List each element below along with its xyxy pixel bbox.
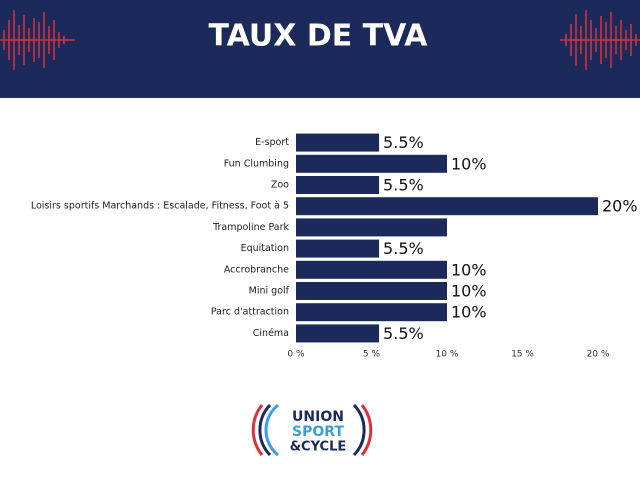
y-tick-label: Zoo [271, 180, 289, 191]
bar [296, 282, 447, 300]
logo-text: UNION [292, 409, 344, 425]
x-tick-label: 15 % [511, 350, 534, 360]
bar [296, 218, 447, 237]
bar [296, 154, 447, 173]
value-label: 5.5% [383, 324, 424, 343]
logo-arcs [251, 403, 373, 457]
x-tick-label: 5 % [363, 350, 381, 360]
chart-title: TAUX DE TVA [208, 19, 428, 54]
wave-right [560, 10, 640, 70]
logo-text: SPORT [292, 424, 344, 440]
value-label: 10% [451, 260, 487, 279]
value-label: 5.5% [383, 133, 424, 152]
x-tick-label: 10 % [436, 350, 459, 360]
wave-left [0, 10, 75, 70]
y-tick-label: Loisirs sportifs Marchands : Escalade, F… [31, 201, 289, 212]
value-label: 10% [451, 282, 487, 301]
y-tick-label: E-sport [255, 137, 289, 148]
x-tick-label: 0 % [287, 350, 305, 360]
header [0, 0, 640, 98]
logo-text: &CYCLE [290, 440, 347, 455]
bar [296, 239, 380, 258]
bar [296, 176, 380, 194]
bar [296, 303, 447, 322]
value-label: 5.5% [383, 239, 424, 258]
y-tick-label: Accrobranche [224, 264, 289, 275]
y-tick-label: Trampoline Park [212, 222, 289, 233]
bar [296, 197, 598, 216]
value-label: 5.5% [383, 176, 424, 195]
y-tick-label: Cinéma [253, 328, 289, 339]
y-tick-label: Fun Clumbing [224, 158, 289, 169]
bar [296, 133, 380, 152]
x-tick-label: 20 % [587, 350, 610, 360]
value-label: 10% [451, 154, 487, 173]
y-tick-label: Parc d'attraction [211, 307, 289, 318]
value-label: 20% [602, 197, 638, 216]
bar [296, 324, 380, 343]
value-label: 10% [451, 303, 487, 322]
y-tick-label: Mini golf [249, 286, 290, 297]
y-tick-label: Equitation [241, 243, 289, 254]
bar [296, 260, 447, 279]
